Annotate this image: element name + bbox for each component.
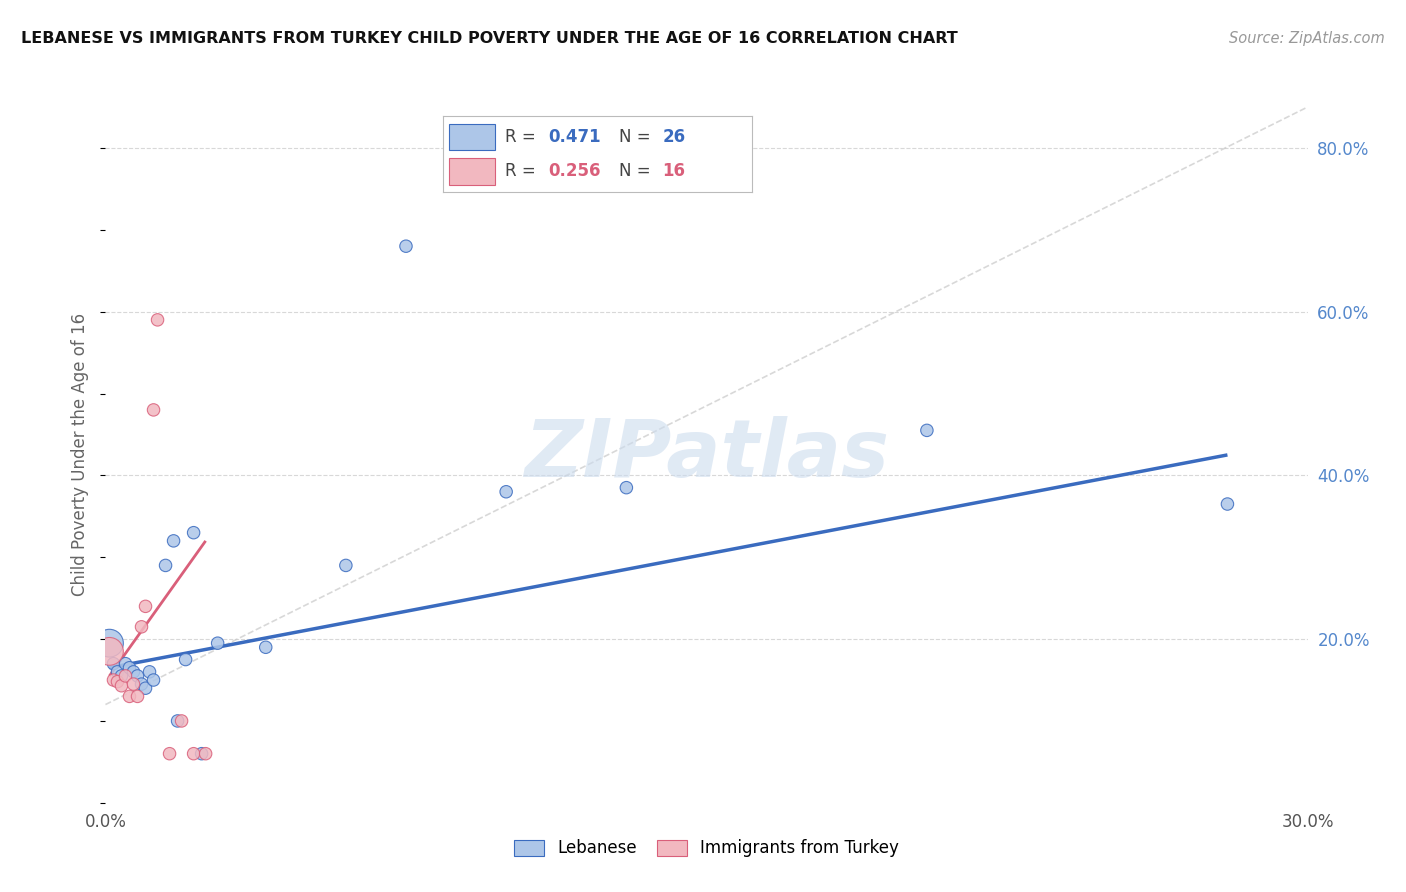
Text: 0.471: 0.471 [548,128,600,145]
Point [127,690,149,704]
Point [118,661,141,675]
Point [107,674,129,689]
Point [138,665,160,679]
Point [194,747,217,761]
Point [98,636,121,650]
Point [103,673,125,687]
Point [183,525,205,540]
Point [142,403,165,417]
Point [335,558,357,573]
Point [166,714,188,728]
Text: ZIPatlas: ZIPatlas [524,416,889,494]
Point [616,481,638,495]
Point [495,484,517,499]
Point [146,313,169,327]
Point [207,636,229,650]
Point [122,677,145,691]
Text: Source: ZipAtlas.com: Source: ZipAtlas.com [1229,31,1385,46]
Point [183,747,205,761]
Text: 26: 26 [662,128,686,145]
Point [135,681,157,696]
Point [118,690,141,704]
Text: 0.256: 0.256 [548,162,600,180]
Point [107,665,129,679]
Point [174,652,197,666]
Point [395,239,418,253]
Point [162,533,184,548]
FancyBboxPatch shape [449,124,495,150]
Point [110,679,132,693]
Point [142,673,165,687]
Point [98,644,121,658]
Text: 16: 16 [662,162,686,180]
Legend: Lebanese, Immigrants from Turkey: Lebanese, Immigrants from Turkey [508,833,905,864]
Text: LEBANESE VS IMMIGRANTS FROM TURKEY CHILD POVERTY UNDER THE AGE OF 16 CORRELATION: LEBANESE VS IMMIGRANTS FROM TURKEY CHILD… [21,31,957,46]
Text: N =: N = [619,128,657,145]
Point [915,423,938,437]
Point [127,669,149,683]
Point [114,657,136,671]
Point [135,599,157,614]
Point [1216,497,1239,511]
Point [170,714,193,728]
Point [190,747,212,761]
Text: R =: R = [505,162,541,180]
Point [114,669,136,683]
FancyBboxPatch shape [449,159,495,185]
Point [110,669,132,683]
Point [131,677,153,691]
Y-axis label: Child Poverty Under the Age of 16: Child Poverty Under the Age of 16 [72,313,90,597]
Text: R =: R = [505,128,541,145]
Point [103,657,125,671]
Point [155,558,177,573]
Point [254,640,277,655]
Point [131,620,153,634]
Point [122,665,145,679]
Point [159,747,181,761]
Text: N =: N = [619,162,657,180]
